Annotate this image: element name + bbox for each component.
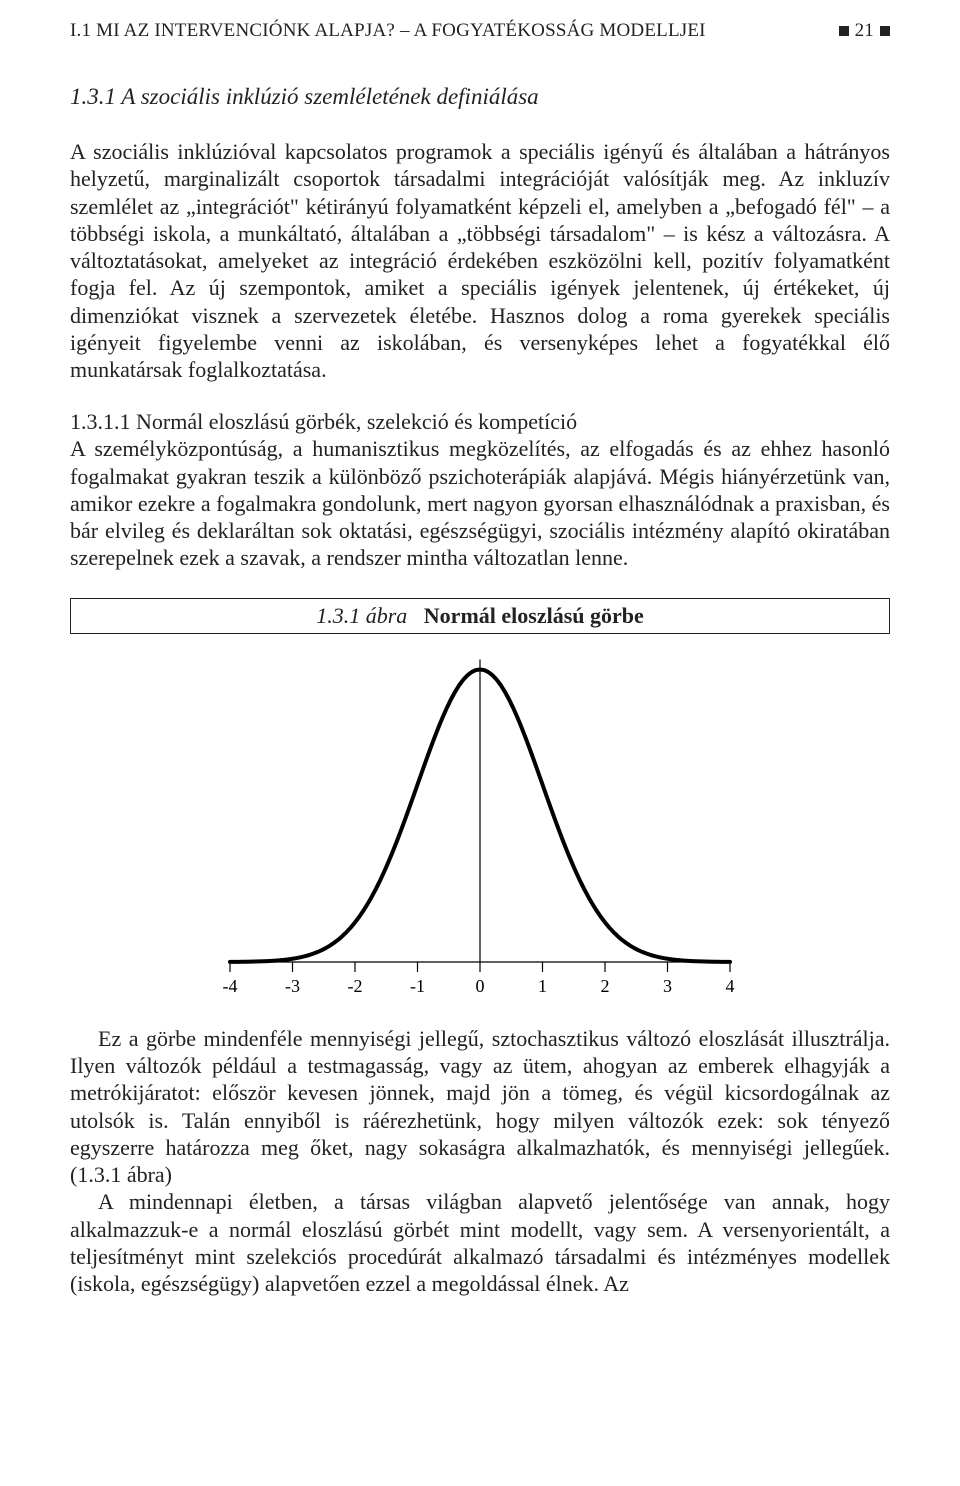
header-page: 21 — [839, 20, 890, 42]
svg-text:0: 0 — [476, 976, 485, 996]
svg-text:3: 3 — [663, 976, 672, 996]
svg-text:-2: -2 — [348, 976, 363, 996]
paragraph: A személyközpontúság, a humanisztikus me… — [70, 435, 890, 571]
svg-text:1: 1 — [538, 976, 547, 996]
page-number: 21 — [855, 20, 874, 42]
header-title: I.1 MI AZ INTERVENCIÓNK ALAPJA? – A FOGY… — [70, 20, 839, 42]
svg-text:-3: -3 — [285, 976, 300, 996]
figure-label: Normál eloszlású görbe — [424, 603, 644, 628]
square-icon — [880, 26, 890, 36]
svg-text:2: 2 — [601, 976, 610, 996]
figure-caption: 1.3.1 ábra Normál eloszlású görbe — [70, 598, 890, 634]
paragraph: A szociális inklúzióval kapcsolatos prog… — [70, 138, 890, 383]
svg-text:-1: -1 — [410, 976, 425, 996]
page-header: I.1 MI AZ INTERVENCIÓNK ALAPJA? – A FOGY… — [70, 20, 890, 42]
normal-distribution-chart: -4 -3 -2 -1 0 1 2 3 4 — [200, 642, 760, 1007]
subsection-heading: 1.3.1.1 Normál eloszlású görbék, szelekc… — [70, 409, 890, 435]
svg-text:4: 4 — [726, 976, 735, 996]
chart-svg: -4 -3 -2 -1 0 1 2 3 4 — [200, 642, 760, 1002]
section-heading: 1.3.1 A szociális inklúzió szemléletének… — [70, 84, 890, 110]
paragraph: A mindennapi életben, a társas világban … — [70, 1188, 890, 1297]
figure-number: 1.3.1 ábra — [316, 603, 407, 628]
square-icon — [839, 26, 849, 36]
svg-text:-4: -4 — [223, 976, 238, 996]
paragraph: Ez a görbe mindenféle mennyiségi jellegű… — [70, 1025, 890, 1189]
